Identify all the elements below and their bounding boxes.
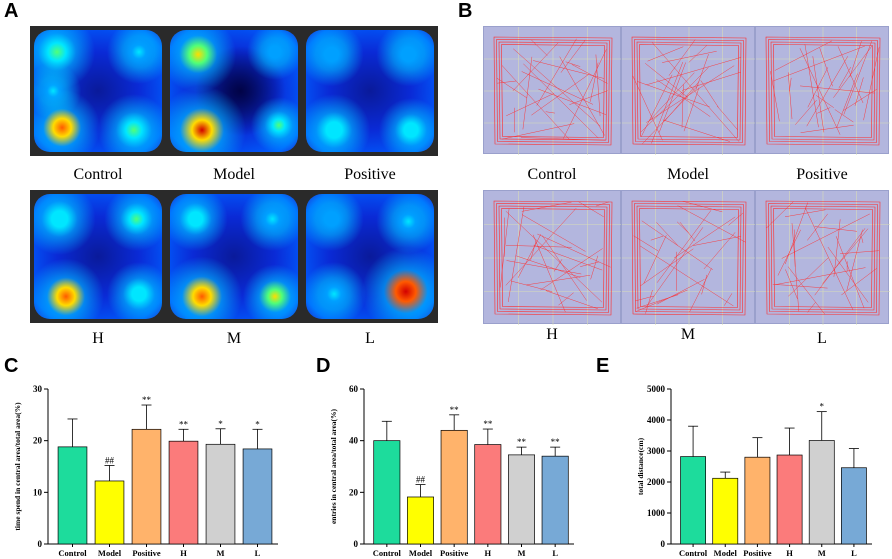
bar-model <box>94 480 125 545</box>
panel-letter-b: B <box>458 0 473 22</box>
track-h <box>483 190 622 325</box>
x-tick-label: Control <box>373 548 402 558</box>
y-tick-label: 5000 <box>647 384 666 394</box>
significance-label: ** <box>551 437 561 447</box>
x-tick-label: L <box>255 548 261 558</box>
y-tick-label: 1000 <box>647 508 666 518</box>
y-axis-label: time spend in central area/total area(%) <box>13 402 22 531</box>
bar-m <box>508 454 535 545</box>
heatmap-m <box>166 190 302 323</box>
bar-m <box>205 443 236 545</box>
track-caption-m: M <box>680 326 696 343</box>
bar-l <box>541 455 569 545</box>
heatmap-caption-model: Model <box>213 166 255 183</box>
x-tick-label: Positive <box>743 548 772 558</box>
x-tick-label: M <box>818 548 826 558</box>
significance-label: ## <box>416 475 426 485</box>
track-l <box>755 190 890 325</box>
track-m <box>621 190 756 325</box>
heatmap-caption-positive: Positive <box>344 166 396 183</box>
y-tick-label: 20 <box>349 487 359 497</box>
y-tick-label: 20 <box>33 436 43 446</box>
bar-l <box>242 448 273 545</box>
x-tick-label: Model <box>714 548 738 558</box>
panel-letter-c: C <box>4 355 19 377</box>
x-tick-label: Positive <box>440 548 469 558</box>
x-tick-label: L <box>851 548 857 558</box>
x-tick-label: H <box>180 548 187 558</box>
x-tick-label: Model <box>409 548 433 558</box>
heatmap-caption-m: M <box>226 330 242 347</box>
significance-label: * <box>218 419 223 429</box>
track-control <box>483 26 622 155</box>
x-tick-label: Control <box>58 548 87 558</box>
panel-letter-d: D <box>316 355 331 377</box>
heatmap-l <box>302 190 438 323</box>
track-caption-positive: Positive <box>796 166 848 183</box>
bar-h <box>474 444 502 545</box>
x-tick-label: L <box>552 548 558 558</box>
heatmap-caption-control: Control <box>73 166 123 183</box>
track-caption-l: L <box>817 330 827 347</box>
bar-control <box>373 440 401 545</box>
heatmap-caption-l: L <box>365 330 375 347</box>
bar-l <box>841 467 867 545</box>
bar-model <box>407 496 434 545</box>
significance-label: ** <box>483 419 493 429</box>
heatmap-caption-h: H <box>92 330 104 347</box>
bar-model <box>712 477 739 545</box>
x-tick-label: H <box>485 548 492 558</box>
y-tick-label: 30 <box>33 384 43 394</box>
significance-label: * <box>255 419 260 429</box>
x-tick-label: Positive <box>132 548 161 558</box>
significance-label: ** <box>179 419 189 429</box>
bar-m <box>808 440 835 545</box>
heatmap-h <box>30 190 166 323</box>
y-tick-label: 60 <box>349 384 359 394</box>
y-axis-label: total distance(cm) <box>636 437 645 495</box>
bar-control <box>57 446 88 545</box>
significance-label: ## <box>105 455 115 465</box>
bar-positive <box>744 456 771 545</box>
panel-letter-a: A <box>4 0 19 22</box>
y-tick-label: 40 <box>349 436 359 446</box>
significance-label: ** <box>142 395 152 405</box>
x-tick-label: M <box>517 548 525 558</box>
track-caption-h: H <box>546 326 558 343</box>
y-tick-label: 10 <box>33 487 43 497</box>
significance-label: ** <box>517 437 527 447</box>
panel-letter-e: E <box>596 355 610 377</box>
bar-positive <box>440 429 468 545</box>
track-model <box>621 26 756 155</box>
y-tick-label: 0 <box>354 539 359 549</box>
y-tick-label: 0 <box>661 539 666 549</box>
y-tick-label: 0 <box>38 539 43 549</box>
heatmap-positive <box>302 26 438 156</box>
y-tick-label: 3000 <box>647 446 666 456</box>
y-tick-label: 2000 <box>647 477 666 487</box>
significance-label: * <box>820 402 825 412</box>
bar-positive <box>131 428 162 545</box>
track-caption-model: Model <box>667 166 709 183</box>
bar-h <box>168 440 199 545</box>
y-tick-label: 4000 <box>647 415 666 425</box>
heatmap-model <box>166 26 302 156</box>
x-tick-label: H <box>786 548 793 558</box>
chart-e: 0 1000 2000 3000 4000 5000 total distance(cm) C… <box>636 384 872 558</box>
x-tick-label: Control <box>679 548 708 558</box>
significance-label: ** <box>450 405 460 415</box>
track-caption-control: Control <box>527 166 577 183</box>
bar-control <box>680 456 706 545</box>
track-positive <box>755 26 890 155</box>
x-tick-label: Model <box>98 548 122 558</box>
x-tick-label: M <box>216 548 224 558</box>
heatmap-control <box>30 26 166 156</box>
chart-c: 0 10 20 30 time spend in central area/total … <box>13 384 278 558</box>
y-axis-label: entries in central area/total area(%) <box>329 408 338 524</box>
chart-d: 0 20 40 60 entries in central area/total are… <box>329 384 574 558</box>
bar-h <box>776 454 803 545</box>
